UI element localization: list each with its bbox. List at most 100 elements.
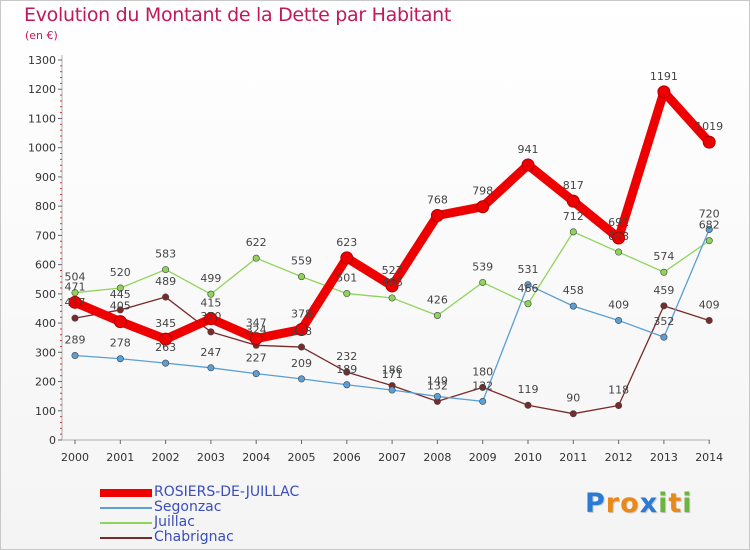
data-label: 1191 xyxy=(650,70,678,83)
y-tick-label: 1000 xyxy=(28,142,56,155)
data-point xyxy=(116,306,124,314)
data-point xyxy=(521,158,535,172)
data-point xyxy=(162,293,170,301)
data-label: 378 xyxy=(291,308,312,321)
x-tick-label: 2002 xyxy=(152,451,180,464)
data-point xyxy=(388,386,396,394)
data-label: 486 xyxy=(382,276,403,289)
data-point xyxy=(479,397,487,405)
data-point xyxy=(660,268,668,276)
data-point xyxy=(705,237,713,245)
y-tick-label: 1300 xyxy=(28,54,56,67)
data-label: 227 xyxy=(246,352,267,365)
data-label: 409 xyxy=(608,298,629,311)
legend-label: Juillac xyxy=(154,514,195,530)
data-label: 347 xyxy=(246,317,267,330)
data-point xyxy=(705,316,713,324)
data-point xyxy=(385,279,399,293)
data-label: 186 xyxy=(382,364,403,377)
chart-unit: (en €) xyxy=(25,29,58,42)
data-point xyxy=(524,300,532,308)
data-point xyxy=(569,228,577,236)
logo-letter: r xyxy=(605,488,621,519)
data-label: 289 xyxy=(65,334,86,347)
data-point xyxy=(295,323,308,337)
data-point xyxy=(116,284,124,292)
data-point xyxy=(343,381,351,389)
data-label: 180 xyxy=(472,365,493,378)
x-tick-label: 2010 xyxy=(514,451,542,464)
data-point xyxy=(297,273,305,281)
y-tick-label: 500 xyxy=(35,288,56,301)
x-tick-label: 2013 xyxy=(650,451,678,464)
data-point xyxy=(612,231,626,245)
data-point xyxy=(433,311,441,319)
data-point xyxy=(657,85,671,99)
chart-title: Evolution du Montant de la Dette par Hab… xyxy=(24,4,452,26)
x-tick-label: 2003 xyxy=(197,451,225,464)
x-tick-label: 2009 xyxy=(469,451,497,464)
data-label: 90 xyxy=(566,392,580,405)
y-tick-label: 300 xyxy=(35,346,56,359)
data-point xyxy=(252,370,260,378)
logo-letter: i xyxy=(682,488,693,519)
data-label: 345 xyxy=(155,317,176,330)
data-point xyxy=(524,401,532,409)
data-point xyxy=(116,355,124,363)
data-point xyxy=(207,364,215,372)
data-point xyxy=(660,333,668,341)
data-label: 459 xyxy=(653,284,674,297)
data-label: 471 xyxy=(65,280,86,293)
data-point xyxy=(297,375,305,383)
data-label: 712 xyxy=(563,210,584,223)
y-tick-label: 0 xyxy=(49,434,56,447)
data-point xyxy=(660,302,668,310)
y-tick-label: 800 xyxy=(35,200,56,213)
y-tick-label: 100 xyxy=(35,405,56,418)
data-point xyxy=(297,343,305,351)
data-point xyxy=(615,402,623,410)
data-point xyxy=(433,392,441,400)
x-tick-label: 2006 xyxy=(333,451,361,464)
data-label: 691 xyxy=(608,216,629,229)
data-point xyxy=(113,315,127,329)
data-label: 426 xyxy=(427,293,448,306)
data-label: 539 xyxy=(472,260,493,273)
legend-swatch xyxy=(100,522,152,524)
data-label: 768 xyxy=(427,194,448,207)
logo-letter: P xyxy=(585,488,606,519)
y-tick-label: 200 xyxy=(35,376,56,389)
logo-letter: o xyxy=(620,488,640,519)
data-label: 798 xyxy=(472,185,493,198)
data-point xyxy=(343,368,351,376)
data-label: 720 xyxy=(699,208,720,221)
data-label: 370 xyxy=(200,310,221,323)
proxiti-logo: Proxiti xyxy=(585,488,693,519)
data-point xyxy=(388,294,396,302)
data-point xyxy=(68,295,82,309)
data-label: 623 xyxy=(336,236,357,249)
data-point xyxy=(71,352,79,360)
data-label: 417 xyxy=(65,296,86,309)
x-tick-label: 2014 xyxy=(695,451,723,464)
data-label: 247 xyxy=(200,346,221,359)
data-point xyxy=(430,209,444,223)
data-label: 622 xyxy=(246,236,267,249)
data-label: 132 xyxy=(472,379,493,392)
data-point xyxy=(479,278,487,286)
data-label: 209 xyxy=(291,357,312,370)
x-tick-label: 2007 xyxy=(378,451,406,464)
legend-label: ROSIERS-DE-JUILLAC xyxy=(154,484,300,500)
x-tick-label: 2000 xyxy=(61,451,89,464)
data-label: 119 xyxy=(518,383,539,396)
data-label: 132 xyxy=(427,379,448,392)
data-label: 643 xyxy=(608,230,629,243)
data-label: 263 xyxy=(155,341,176,354)
data-point xyxy=(252,254,260,262)
x-tick-label: 2008 xyxy=(423,451,451,464)
legend-label: Segonzac xyxy=(154,499,222,515)
data-label: 1019 xyxy=(695,120,723,133)
data-point xyxy=(705,226,713,234)
data-label: 232 xyxy=(336,350,357,363)
data-point xyxy=(162,359,170,367)
